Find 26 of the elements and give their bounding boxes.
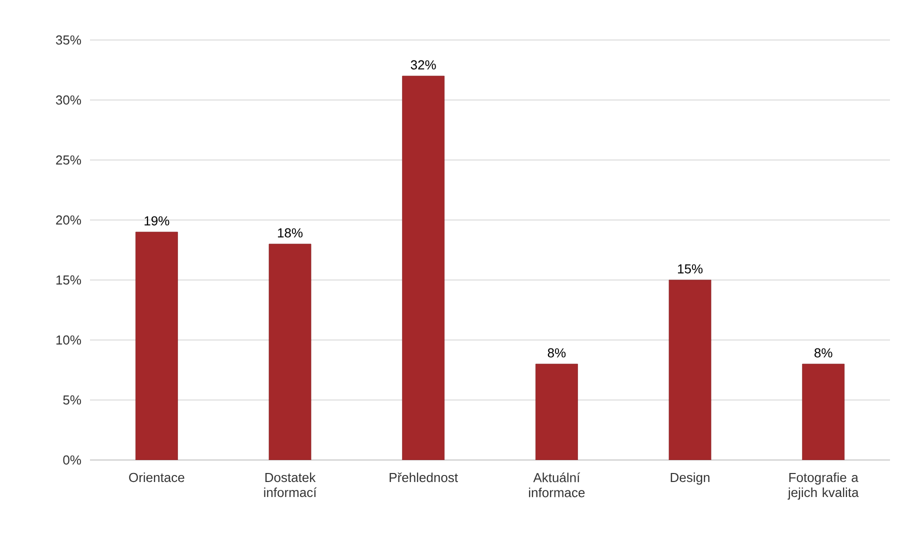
data-label: 8%	[814, 348, 832, 358]
bar	[268, 244, 312, 460]
data-label: 32%	[410, 60, 436, 70]
bar	[668, 280, 712, 460]
x-tick-label: Dostatek informací	[264, 472, 317, 498]
y-tick-label: 35%	[56, 35, 81, 45]
y-tick-label: 15%	[56, 275, 81, 285]
x-tick-label: Design	[670, 472, 710, 485]
x-tick-label: Fotografie a jejich kvalita	[788, 472, 859, 500]
x-tick-label: Přehlednost	[390, 472, 458, 482]
bar	[135, 232, 178, 460]
y-tick-label: 10%	[56, 335, 81, 345]
data-label: 19%	[144, 216, 170, 226]
bar	[402, 76, 445, 460]
y-tick-label: 0%	[63, 455, 81, 465]
data-label: 18%	[278, 228, 303, 238]
x-tick-label: Orientace	[129, 472, 184, 482]
y-tick-label: 20%	[56, 215, 81, 225]
bar	[802, 364, 845, 460]
y-tick-label: 5%	[63, 395, 81, 405]
data-label: 15%	[678, 264, 703, 274]
bar	[535, 364, 578, 460]
x-tick-label: Aktuální informace	[529, 472, 585, 498]
y-tick-label: 30%	[56, 95, 81, 105]
y-tick-label: 25%	[56, 155, 81, 165]
data-label: 8%	[548, 348, 566, 358]
